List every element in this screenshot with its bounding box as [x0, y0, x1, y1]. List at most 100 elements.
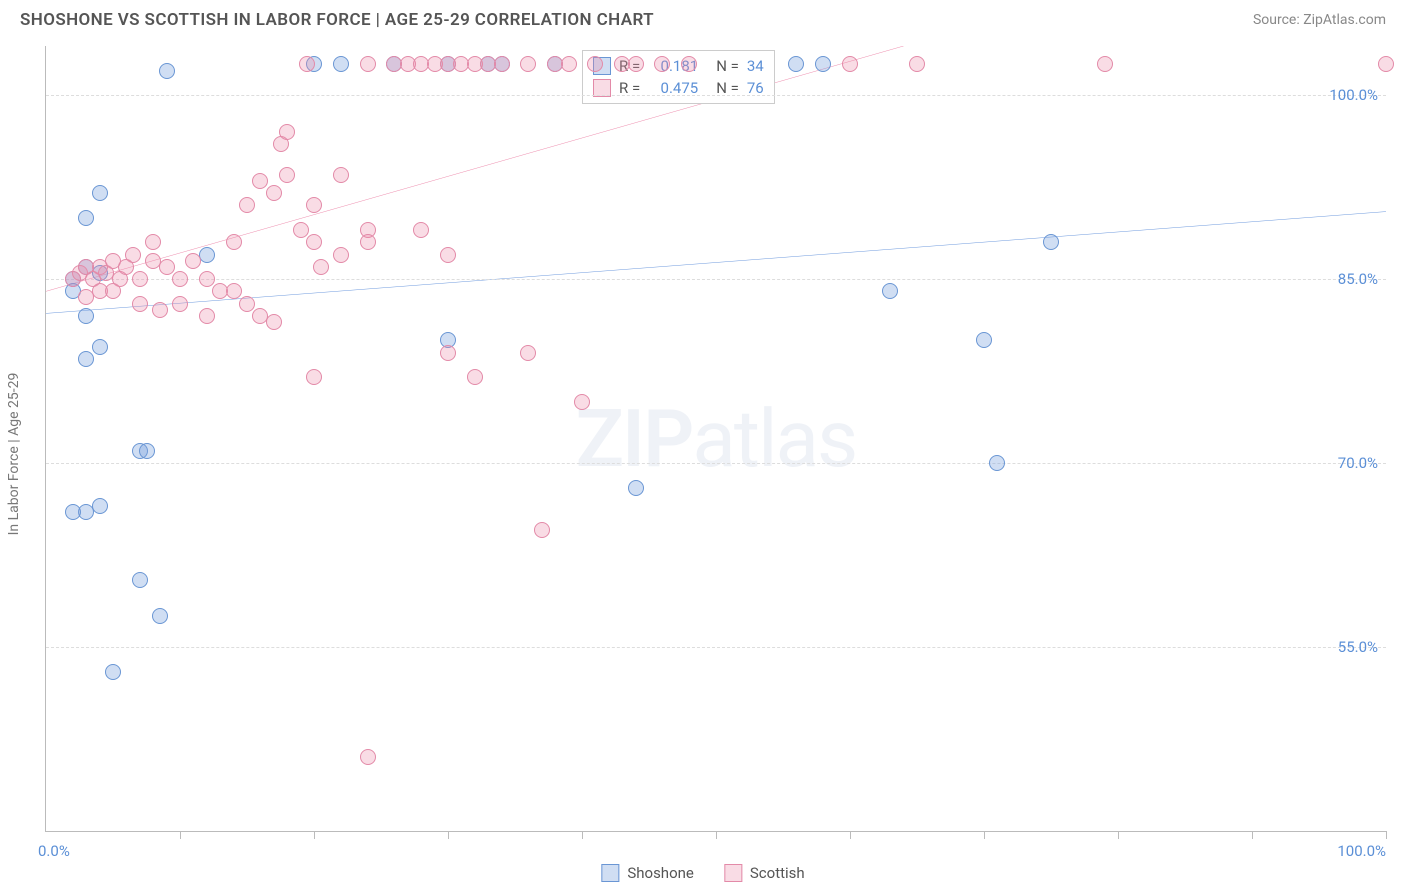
data-point — [172, 296, 188, 312]
data-point — [976, 332, 992, 348]
series-legend: Shoshone Scottish — [601, 864, 804, 882]
data-point — [105, 664, 121, 680]
data-point — [279, 167, 295, 183]
chart-title: SHOSHONE VS SCOTTISH IN LABOR FORCE | AG… — [20, 10, 654, 30]
gridline — [46, 647, 1386, 648]
data-point — [1378, 56, 1394, 72]
data-point — [788, 56, 804, 72]
data-point — [266, 314, 282, 330]
x-axis-min-label: 0.0% — [38, 842, 70, 860]
source-attribution: Source: ZipAtlas.com — [1253, 12, 1386, 28]
legend-n-value: 34 — [747, 57, 764, 75]
data-point — [199, 308, 215, 324]
data-point — [159, 63, 175, 79]
data-point — [360, 749, 376, 765]
trend-line — [46, 46, 904, 291]
legend-swatch — [724, 864, 742, 882]
data-point — [65, 504, 81, 520]
data-point — [882, 283, 898, 299]
data-point — [1043, 234, 1059, 250]
data-point — [239, 296, 255, 312]
x-tick — [1386, 831, 1387, 839]
y-tick-label: 100.0% — [1329, 86, 1378, 104]
x-tick — [314, 831, 315, 839]
y-tick-label: 85.0% — [1338, 270, 1378, 288]
legend-swatch — [601, 864, 619, 882]
data-point — [172, 271, 188, 287]
data-point — [333, 56, 349, 72]
x-tick — [180, 831, 181, 839]
data-point — [561, 56, 577, 72]
data-point — [199, 271, 215, 287]
scatter-chart: ZIPatlas R =0.181N =34R =0.475N =76 55.0… — [45, 46, 1386, 832]
data-point — [252, 173, 268, 189]
data-point — [989, 455, 1005, 471]
trend-lines — [46, 46, 1386, 831]
series-name: Scottish — [750, 864, 805, 882]
data-point — [78, 308, 94, 324]
x-tick — [716, 831, 717, 839]
x-tick — [1252, 831, 1253, 839]
series-legend-item: Shoshone — [601, 864, 694, 882]
data-point — [212, 283, 228, 299]
data-point — [628, 56, 644, 72]
data-point — [681, 56, 697, 72]
data-point — [159, 259, 175, 275]
x-axis-max-label: 100.0% — [1337, 842, 1386, 860]
data-point — [360, 234, 376, 250]
data-point — [306, 197, 322, 213]
data-point — [520, 56, 536, 72]
data-point — [574, 394, 590, 410]
data-point — [132, 572, 148, 588]
x-tick — [448, 831, 449, 839]
data-point — [293, 222, 309, 238]
data-point — [628, 480, 644, 496]
data-point — [92, 498, 108, 514]
y-tick-label: 55.0% — [1338, 638, 1378, 656]
data-point — [313, 259, 329, 275]
data-point — [534, 522, 550, 538]
watermark: ZIPatlas — [576, 392, 857, 486]
data-point — [306, 234, 322, 250]
data-point — [842, 56, 858, 72]
data-point — [440, 345, 456, 361]
data-point — [152, 302, 168, 318]
data-point — [239, 197, 255, 213]
x-tick — [1118, 831, 1119, 839]
data-point — [78, 351, 94, 367]
data-point — [306, 369, 322, 385]
data-point — [78, 210, 94, 226]
data-point — [299, 56, 315, 72]
data-point — [333, 167, 349, 183]
data-point — [185, 253, 201, 269]
data-point — [279, 124, 295, 140]
data-point — [92, 339, 108, 355]
data-point — [139, 443, 155, 459]
data-point — [440, 247, 456, 263]
data-point — [125, 247, 141, 263]
data-point — [909, 56, 925, 72]
series-name: Shoshone — [627, 864, 694, 882]
data-point — [92, 185, 108, 201]
data-point — [266, 185, 282, 201]
data-point — [145, 234, 161, 250]
data-point — [587, 56, 603, 72]
data-point — [360, 56, 376, 72]
data-point — [132, 296, 148, 312]
data-point — [815, 56, 831, 72]
x-tick — [850, 831, 851, 839]
data-point — [132, 271, 148, 287]
x-tick — [582, 831, 583, 839]
data-point — [494, 56, 510, 72]
data-point — [105, 283, 121, 299]
data-point — [78, 289, 94, 305]
data-point — [226, 234, 242, 250]
x-tick — [984, 831, 985, 839]
data-point — [333, 247, 349, 263]
y-tick-label: 70.0% — [1338, 454, 1378, 472]
gridline — [46, 279, 1386, 280]
data-point — [413, 222, 429, 238]
series-legend-item: Scottish — [724, 864, 805, 882]
gridline — [46, 95, 1386, 96]
y-axis-label: In Labor Force | Age 25-29 — [6, 373, 22, 536]
